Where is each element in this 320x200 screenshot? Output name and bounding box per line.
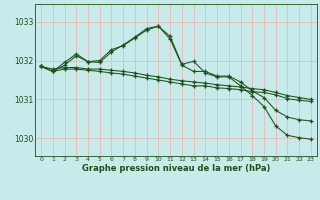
X-axis label: Graphe pression niveau de la mer (hPa): Graphe pression niveau de la mer (hPa) (82, 164, 270, 173)
